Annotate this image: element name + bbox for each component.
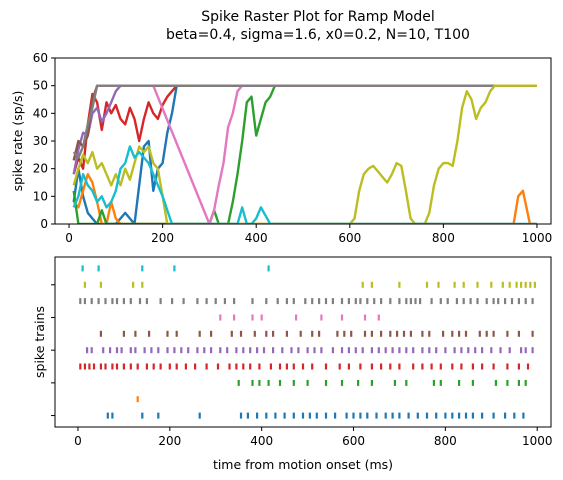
chart-title-line1: Spike Raster Plot for Ramp Model [201,9,434,25]
x-tick-label: 600 [342,434,365,448]
y-tick-label: 60 [33,51,48,65]
raster-x-axis-label: time from motion onset (ms) [213,457,393,472]
rate-series-line [72,145,537,224]
y-tick-label: 0 [40,217,48,231]
x-tick-label: 800 [434,434,457,448]
x-tick-label: 800 [432,231,455,245]
x-tick-label: 1000 [522,434,553,448]
x-tick-label: 0 [65,231,73,245]
x-tick-label: 200 [151,231,174,245]
x-tick-label: 600 [338,231,361,245]
raster-x-ticks: 0 200 400 600 800 1000 [74,427,552,448]
rate-x-ticks: 0 200 400 600 800 1000 [65,224,552,245]
raster-y-axis-label: spike trains [32,306,47,378]
rate-y-ticks: 0 10 20 30 40 50 60 [33,51,55,231]
rate-lines [72,84,537,224]
rate-series-line [72,84,537,224]
rate-series-line [72,84,537,175]
y-tick-label: 50 [33,79,48,93]
x-tick-label: 1000 [522,231,553,245]
rate-series-line [72,173,537,224]
y-tick-label: 10 [33,189,48,203]
rate-series-line [72,84,537,224]
raster-marks [79,265,537,419]
raster-y-ticks [51,284,55,417]
y-tick-label: 30 [33,134,48,148]
x-tick-label: 400 [250,434,273,448]
x-tick-label: 200 [158,434,181,448]
chart-title-line2: beta=0.4, sigma=1.6, x0=0.2, N=10, T100 [166,27,470,43]
rate-y-axis-label: spike rate (sp/s) [10,91,25,192]
y-tick-label: 20 [33,162,48,176]
rate-series-line [72,84,537,224]
raster-axes-frame [54,256,552,428]
raster-panel: 0 200 400 600 800 1000 spike trains time from… [32,256,552,472]
x-tick-label: 0 [74,434,82,448]
rate-panel: 0 200 400 600 800 1000 0 10 20 30 40 50 60 spike ra… [10,51,552,245]
x-tick-label: 400 [245,231,268,245]
rate-series-line [72,84,537,159]
y-tick-label: 40 [33,106,48,120]
